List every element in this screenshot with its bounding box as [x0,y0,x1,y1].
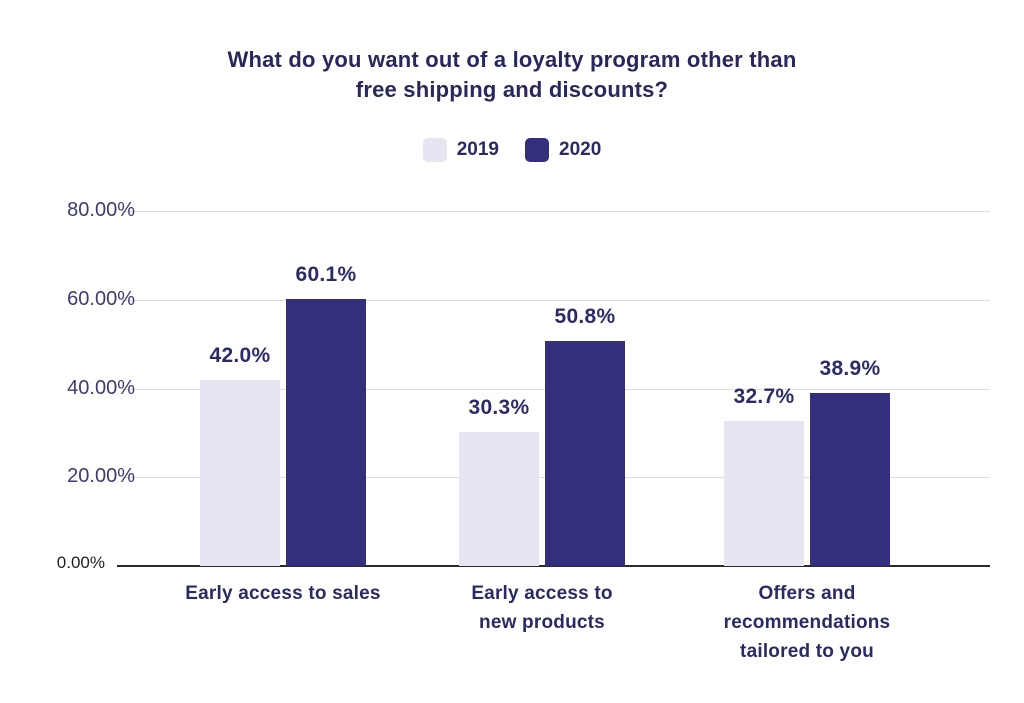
legend-label-2019: 2019 [456,139,499,160]
x-axis-line [117,565,990,567]
legend-swatch-2019 [422,138,447,162]
legend-item-2020: 2020 [525,138,601,162]
y-axis-tick-label: 40.00% [67,376,135,399]
bar-value-label-2019: 42.0% [209,343,271,367]
chart-legend: 2019 2020 [0,138,1024,162]
bar-value-label-2019: 30.3% [468,395,530,419]
y-axis-tick-label: 20.00% [67,465,135,488]
bar-2019-category-2 [459,431,539,566]
legend-item-2019: 2019 [422,138,499,162]
x-axis-category-label: Early access to new products [471,583,613,633]
x-axis-category-label: Offers and recommendations tailored to y… [723,583,891,662]
bar-2019-category-3 [724,420,804,566]
legend-swatch-2020 [525,138,549,162]
bar-2020-category-2 [545,340,625,566]
gridline [122,299,990,301]
y-axis-tick-label: 80.00% [67,199,135,221]
bar-2020-category-3 [810,393,890,566]
bar-value-label-2020: 60.1% [295,263,357,287]
gridline [122,211,990,212]
bar-value-label-2020: 38.9% [819,357,881,381]
legend-label-2020: 2020 [559,139,602,160]
bar-value-label-2019: 32.7% [733,384,795,408]
bar-2020-category-1 [286,299,366,566]
bar-2019-category-1 [200,379,280,566]
y-axis-tick-label: 60.00% [67,287,135,310]
y-axis-tick-label: 0.00% [56,553,105,572]
chart-title: What do you want out of a loyalty progra… [227,47,797,102]
x-axis-category-label: Early access to sales [185,583,381,604]
bar-value-label-2020: 50.8% [554,304,616,328]
